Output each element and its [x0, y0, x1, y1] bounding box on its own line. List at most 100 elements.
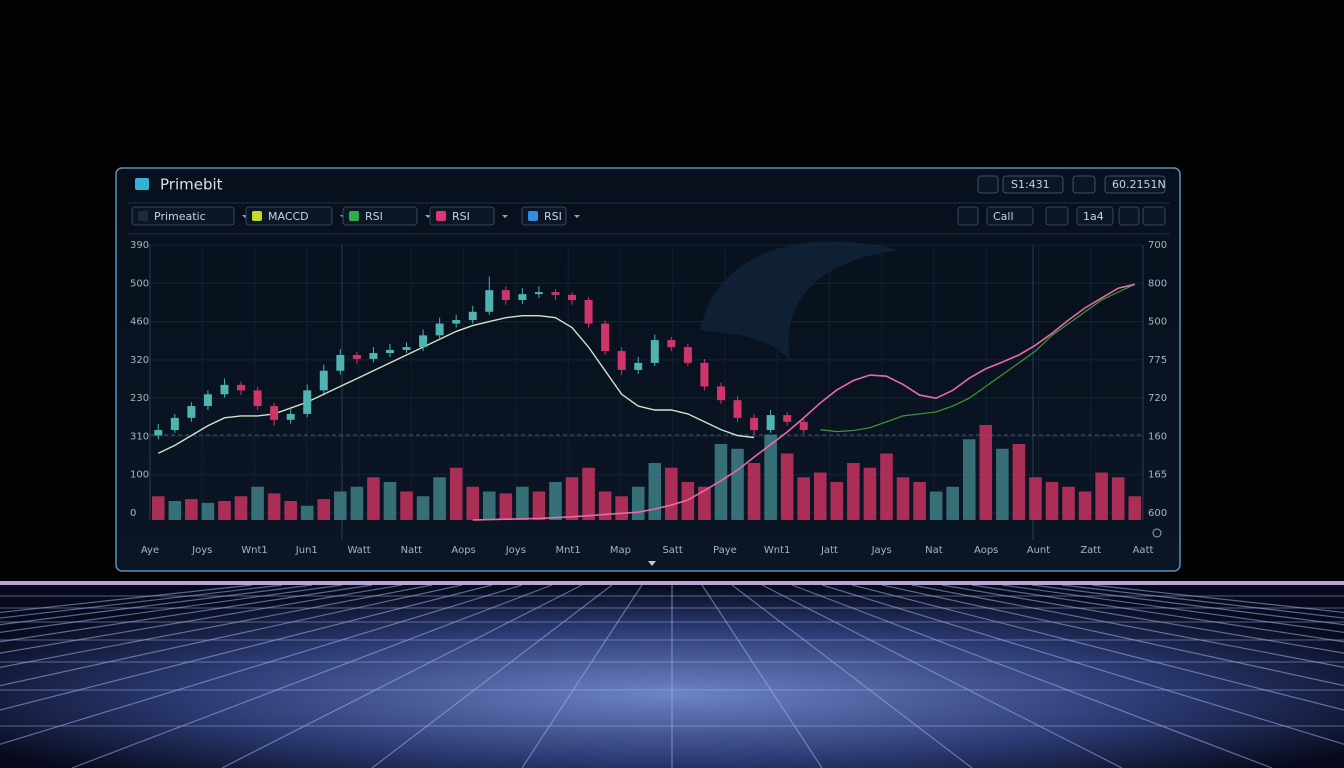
candle-body — [783, 415, 792, 422]
indicator-icon — [252, 211, 262, 221]
volume-bar — [830, 482, 844, 520]
candle-body — [154, 430, 163, 436]
candle-body — [170, 417, 179, 431]
volume-bar — [780, 453, 794, 520]
icon-button[interactable] — [977, 175, 999, 194]
volume-bar — [267, 493, 281, 520]
indicator-line — [820, 283, 1135, 433]
candle-body — [303, 390, 312, 414]
volume-bar — [896, 477, 910, 520]
candle-body — [187, 406, 196, 418]
volume-bar — [549, 482, 562, 520]
indicator-button[interactable] — [245, 206, 333, 226]
indicator-icon — [528, 211, 538, 221]
volume-bar — [565, 477, 579, 520]
candle-body — [220, 384, 229, 395]
pair-selector[interactable] — [1002, 175, 1064, 194]
toolbar-label: Call — [993, 210, 1014, 223]
x-axis-label: Aops — [451, 545, 475, 556]
zoom-icon[interactable] — [1152, 528, 1162, 538]
y2-axis-label: 700 — [1148, 240, 1167, 251]
volume-bar — [929, 491, 943, 520]
volume-bar — [284, 501, 297, 520]
floor-line — [0, 584, 493, 711]
volume-bar — [350, 486, 364, 520]
icon-button[interactable] — [1118, 206, 1140, 226]
x-axis-label: Jays — [871, 545, 892, 556]
volume-bar — [416, 496, 430, 520]
volume-bar — [1062, 486, 1075, 520]
toolbar-label: 1a4 — [1083, 210, 1104, 223]
dropdown-arrow[interactable] — [502, 215, 508, 218]
candle-body — [766, 415, 775, 431]
floor-line — [221, 584, 583, 768]
y2-axis-label: 165 — [1148, 470, 1167, 481]
indicator-label: Primeatic — [154, 210, 206, 223]
volume-bar — [731, 448, 744, 520]
floor-line — [0, 584, 283, 619]
x-axis-label: Aye — [141, 545, 159, 556]
y-axis-label: 460 — [130, 317, 149, 328]
indicator-button[interactable] — [429, 206, 495, 226]
scroll-arrow[interactable] — [648, 561, 656, 566]
volume-bar — [317, 499, 331, 520]
candle-body — [733, 400, 742, 418]
volume-bar — [300, 505, 314, 520]
volume-bar — [764, 434, 777, 520]
plot: 390 500 460 320 230 310 100 0 700 800 500 775 720 160… — [130, 240, 1167, 556]
volume-bar — [797, 477, 811, 520]
floor-line — [971, 584, 1344, 643]
candle-body — [468, 311, 477, 321]
volume-bar — [863, 467, 877, 520]
icon-button[interactable] — [1072, 175, 1096, 194]
candle-body — [203, 394, 212, 407]
volume-bar — [648, 463, 662, 520]
candle-body — [485, 290, 494, 312]
candle-body — [750, 417, 759, 431]
volume-bar — [1012, 444, 1026, 520]
volume-bar — [996, 448, 1009, 520]
floor-line — [701, 584, 823, 768]
volume-bar — [433, 477, 446, 520]
toolbar: Primeatic MACCD RSI RSI RSI Call 1a4 — [131, 206, 1166, 226]
indicator-button[interactable] — [131, 206, 235, 226]
toolbar-button[interactable] — [1076, 206, 1114, 226]
volume-bar — [913, 482, 926, 520]
candle-body — [650, 340, 659, 363]
floor-line — [0, 584, 463, 687]
volume-bar — [698, 486, 711, 520]
candle-body — [518, 294, 527, 300]
x-axis-label: Mnt1 — [555, 545, 580, 556]
x-axis-label: Natt — [401, 545, 423, 556]
indicator-button[interactable] — [342, 206, 418, 226]
y2-axis-label: 800 — [1148, 278, 1167, 289]
floor-line — [371, 584, 613, 768]
floor-line — [1061, 584, 1344, 619]
volume-bar — [185, 499, 198, 520]
floor-line — [0, 584, 343, 634]
x-axis-label: Paye — [713, 545, 737, 556]
icon-button[interactable] — [1045, 206, 1069, 226]
toolbar-button[interactable] — [986, 206, 1034, 226]
volume-bar — [482, 491, 496, 520]
candle-body — [237, 384, 246, 391]
indicator-label: RSI — [452, 210, 470, 223]
volume-bar — [516, 486, 529, 520]
volume-bar — [615, 496, 628, 520]
volume-bar — [234, 496, 248, 520]
volume-bar — [631, 486, 645, 520]
volume-bar — [168, 501, 182, 520]
volume-bar — [218, 501, 231, 520]
candle-body — [253, 390, 262, 407]
volume-bar — [582, 467, 595, 520]
x-axis-label: Aops — [974, 545, 998, 556]
dropdown-arrow[interactable] — [574, 215, 580, 218]
x-axis-label: Jatt — [820, 545, 838, 556]
icon-button[interactable] — [1142, 206, 1166, 226]
y-axis-label: 390 — [130, 240, 149, 251]
volume-bar — [681, 482, 695, 520]
y-axis-label: 500 — [130, 278, 149, 289]
x-axis-label: Joys — [191, 545, 212, 556]
icon-button[interactable] — [957, 206, 979, 226]
